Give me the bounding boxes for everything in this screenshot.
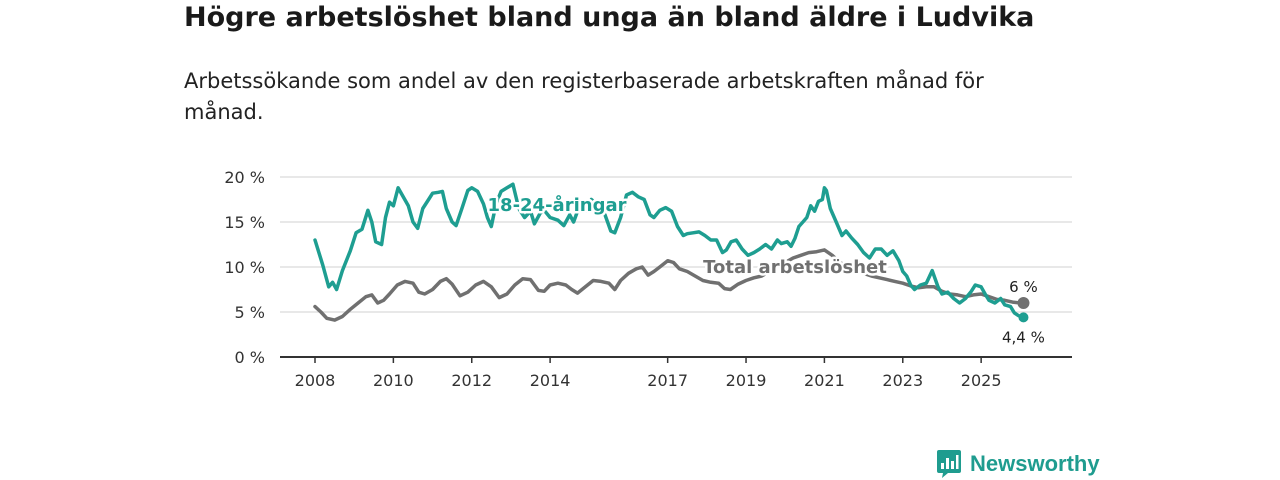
x-tick-label: 2023 — [882, 371, 923, 390]
x-tick-label: 2019 — [726, 371, 767, 390]
newsworthy-logo-icon — [937, 450, 961, 478]
series-label-youth: 18-24-åringar — [488, 194, 627, 216]
x-tick-label: 2025 — [961, 371, 1002, 390]
y-tick-label: 0 % — [235, 348, 265, 367]
y-tick-label: 15 % — [224, 213, 265, 232]
series-label-total: Total arbetslöshet — [703, 257, 887, 278]
x-tick-label: 2021 — [804, 371, 845, 390]
series-labels: 6 % 4,4 % 18-24-åringar Total arbetslöshet — [485, 192, 1045, 347]
brand-name: Newsworthy — [970, 451, 1100, 476]
y-tick-label: 5 % — [235, 303, 265, 322]
series-line-youth — [313, 182, 1026, 320]
chart-title: Högre arbetslöshet bland unga än bland ä… — [184, 2, 1035, 33]
x-tick-label: 2008 — [295, 371, 336, 390]
x-tick-label: 2010 — [373, 371, 414, 390]
grid-lines — [280, 176, 1072, 313]
y-tick-label: 10 % — [224, 258, 265, 277]
end-point-youth — [1018, 312, 1029, 323]
newsworthy-logo: Newsworthy — [936, 449, 1100, 479]
series-lines — [313, 182, 1030, 323]
series-line-total — [313, 248, 1026, 322]
y-axis-ticks: 0 % 5 % 10 % 15 % 20 % — [224, 168, 265, 367]
x-tick-label: 2017 — [647, 371, 688, 390]
x-tick-label: 2012 — [451, 371, 492, 390]
end-label-total: 6 % — [1009, 278, 1038, 296]
end-point-total — [1017, 297, 1030, 309]
x-axis: 2008 2010 2012 2014 2017 2019 2021 2023 2025 — [280, 356, 1072, 390]
y-tick-label: 20 % — [224, 168, 265, 187]
x-tick-label: 2014 — [530, 371, 571, 390]
end-label-youth: 4,4 % — [1002, 328, 1045, 346]
chart-subtitle: Arbetssökande som andel av den registerb… — [184, 69, 984, 124]
